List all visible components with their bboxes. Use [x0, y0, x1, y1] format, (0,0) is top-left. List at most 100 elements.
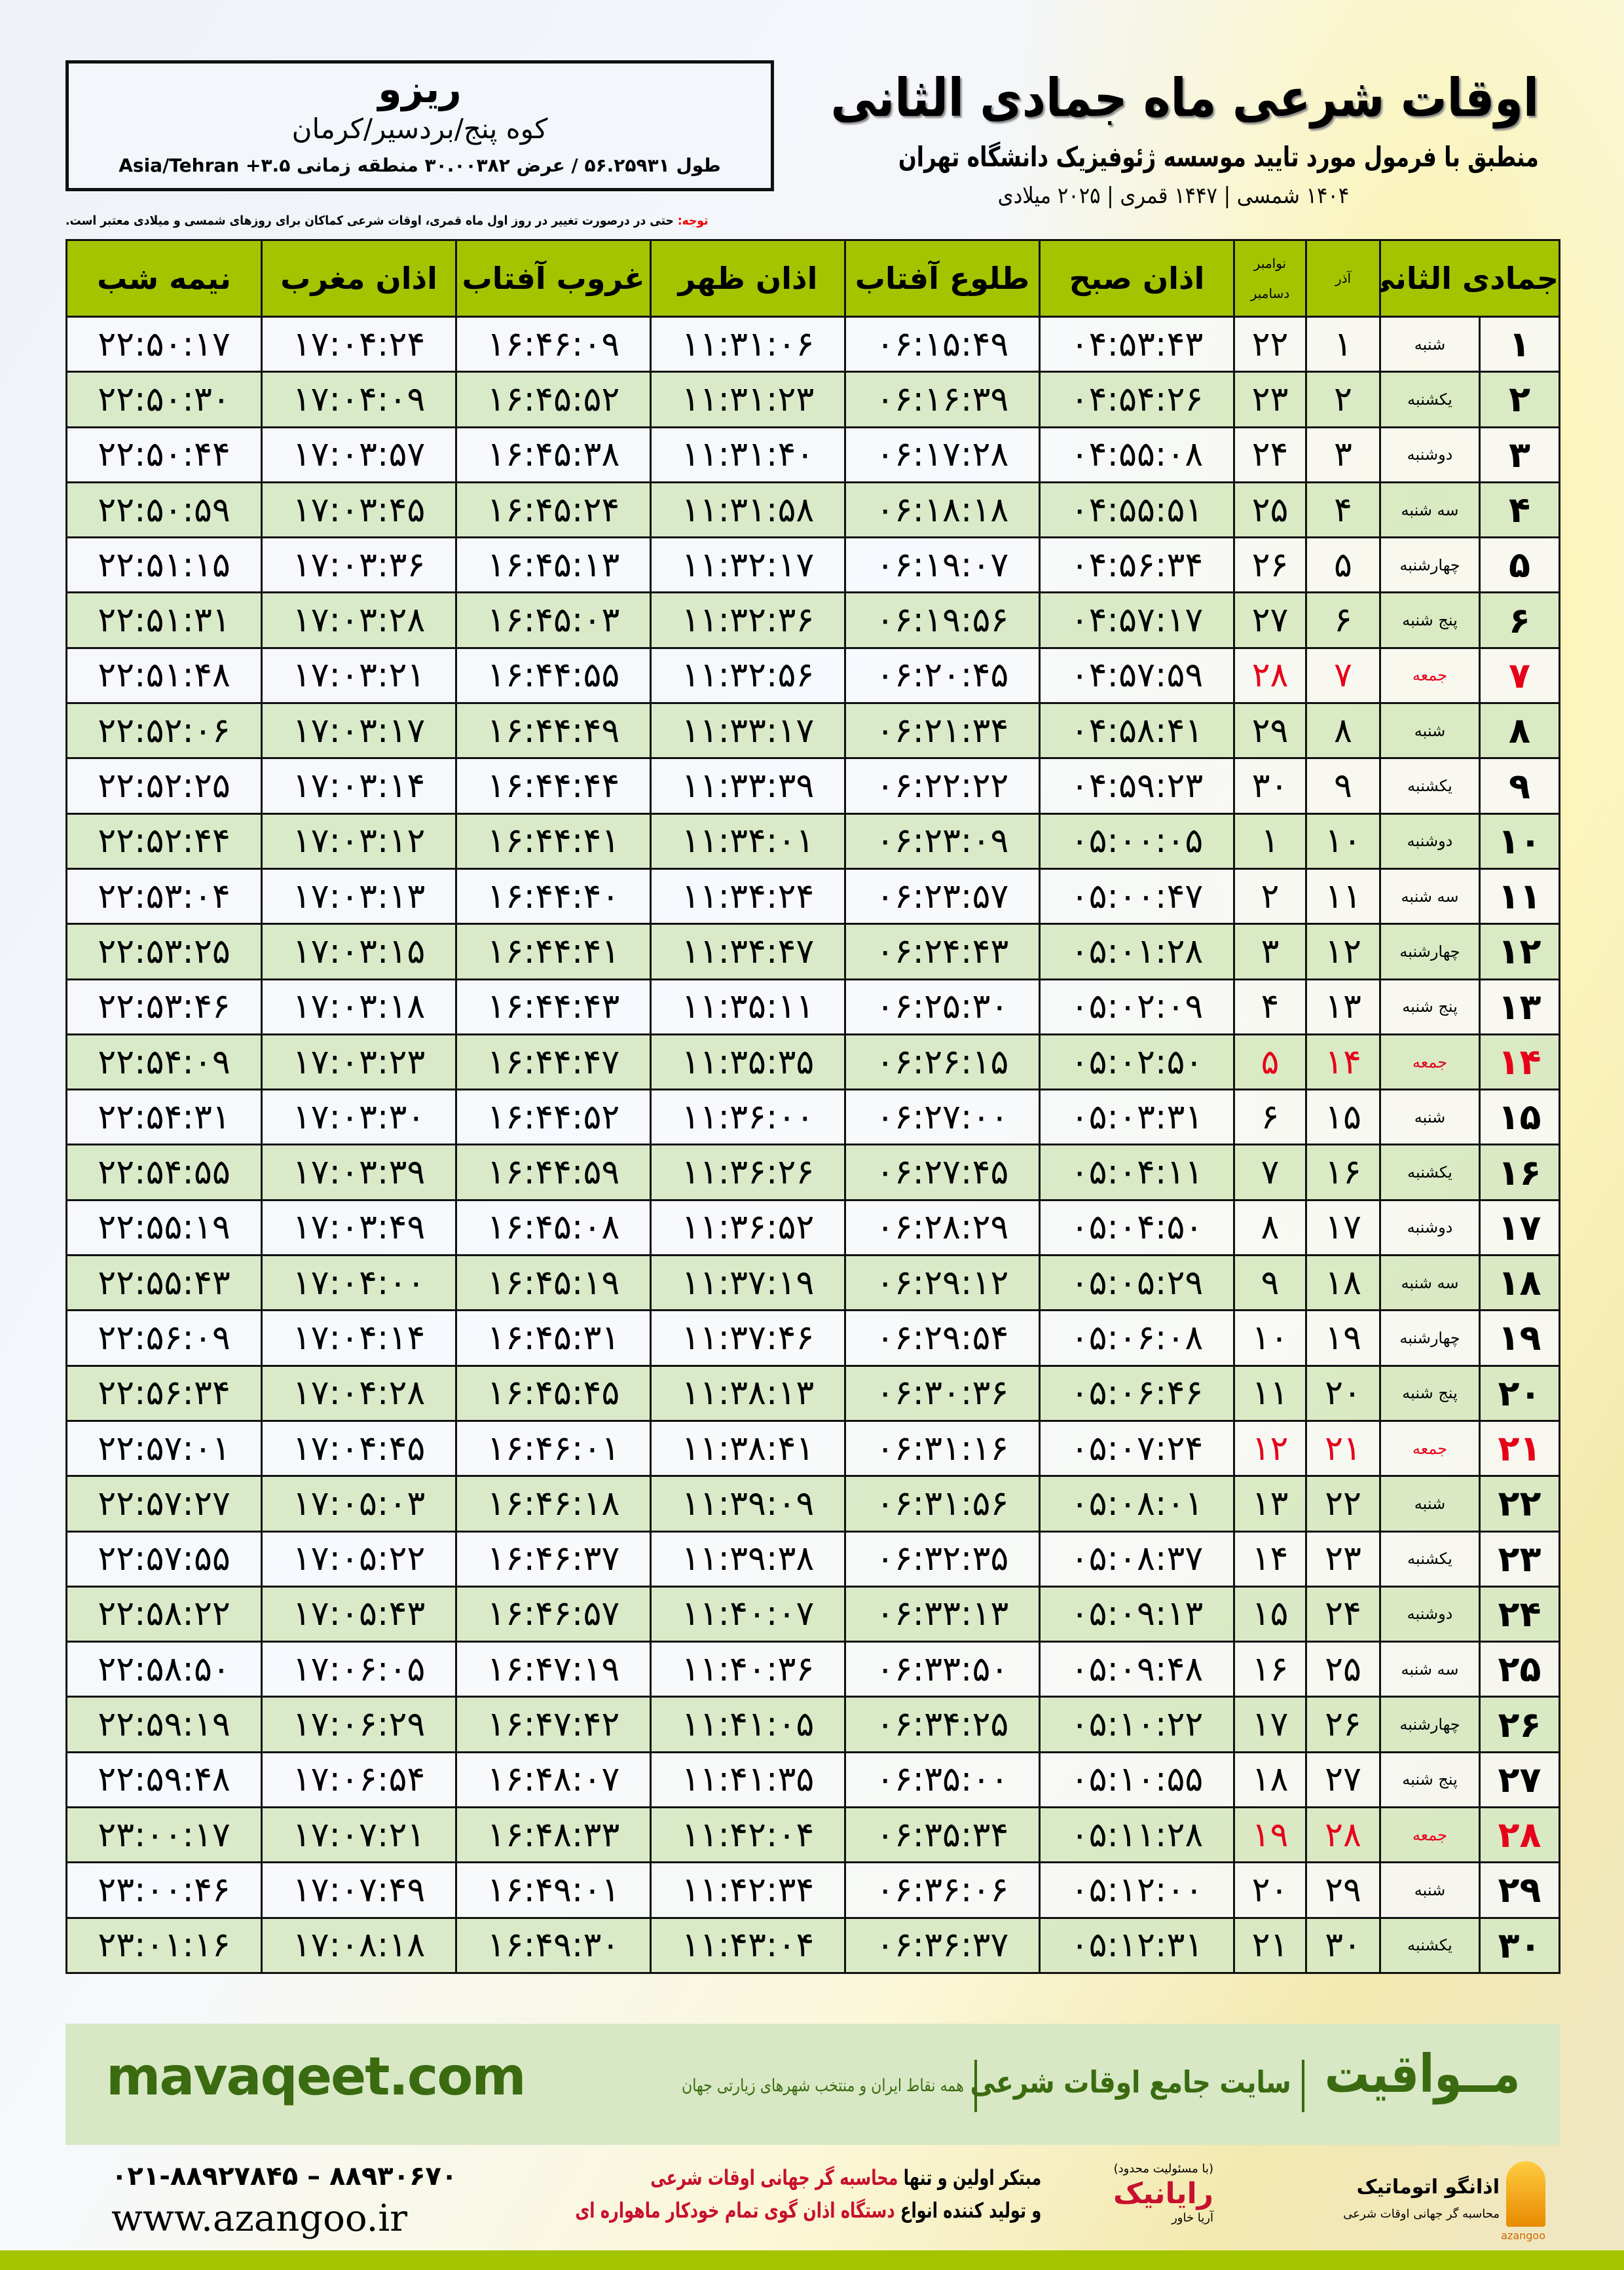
- weekday: پنج شنبه: [1378, 591, 1481, 649]
- maghrib-time: ۱۷:۰۴:۴۵: [261, 1419, 457, 1478]
- gregorian-day: ۶: [1233, 1088, 1307, 1146]
- hijri-day: ۱۷: [1479, 1199, 1561, 1257]
- sunrise-time: ۰۶:۲۰:۴۵: [844, 646, 1041, 705]
- azar-day: ۴: [1305, 481, 1381, 539]
- gregorian-day: ۱۰: [1233, 1309, 1307, 1367]
- weekday: چهارشنبه: [1378, 1696, 1481, 1753]
- fajr-time: ۰۵:۰۹:۴۸: [1039, 1641, 1235, 1698]
- weekday: یکشنبه: [1378, 1144, 1481, 1201]
- col-header-gregorian: نوامبر دسامبر: [1233, 239, 1307, 318]
- fajr-time: ۰۴:۵۹:۲۳: [1039, 757, 1235, 815]
- phone-numbers: ۰۲۱-۸۸۹۲۷۸۴۵ – ۸۸۹۳۰۶۷۰: [111, 2161, 458, 2191]
- hijri-day: ۲: [1479, 371, 1561, 428]
- midnight-time: ۲۲:۵۴:۵۵: [65, 1144, 263, 1201]
- weekday: دوشنبه: [1378, 426, 1481, 483]
- dhuhr-time: ۱۱:۳۹:۰۹: [650, 1475, 846, 1533]
- azar-day: ۳۰: [1305, 1916, 1381, 1974]
- sunrise-time: ۰۶:۱۹:۵۶: [844, 591, 1041, 649]
- location-box: ریزو کوه پنج/بردسیر/کرمان طول ۵۶.۲۵۹۳۱ /…: [65, 60, 774, 191]
- azangoo-name: اذانگو اتوماتیک: [1356, 2176, 1500, 2199]
- sunset-time: ۱۶:۴۷:۱۹: [455, 1641, 652, 1698]
- dhuhr-time: ۱۱:۳۴:۰۱: [650, 812, 846, 870]
- weekday: سه شنبه: [1378, 481, 1481, 539]
- raynik-name: رایانیک: [1113, 2177, 1213, 2210]
- maghrib-time: ۱۷:۰۳:۱۸: [261, 978, 457, 1035]
- midnight-time: ۲۲:۵۱:۳۱: [65, 591, 263, 649]
- maghrib-time: ۱۷:۰۳:۱۲: [261, 812, 457, 870]
- table-row: ۱۹ چهارشنبه ۱۹ ۱۰ ۰۵:۰۶:۰۸ ۰۶:۲۹:۵۴ ۱۱:۳۷:۴۶ ۱۶…: [65, 1309, 1561, 1367]
- table-row: ۸ شنبه ۸ ۲۹ ۰۴:۵۸:۴۱ ۰۶:۲۱:۳۴ ۱۱:۳۳:۱۷ ۱۶:۴۴:۴۹…: [65, 702, 1561, 760]
- website-link[interactable]: www.azangoo.ir: [111, 2197, 408, 2240]
- table-row: ۵ چهارشنبه ۵ ۲۶ ۰۴:۵۶:۳۴ ۰۶:۱۹:۰۷ ۱۱:۳۲:۱۷ ۱۶:۴…: [65, 536, 1561, 594]
- azar-day: ۲۰: [1305, 1364, 1381, 1422]
- page-subtitle: منطبق با فرمول مورد تایید موسسه ژئوفیزیک…: [898, 141, 1539, 173]
- sunset-time: ۱۶:۴۶:۳۷: [455, 1530, 652, 1588]
- dhuhr-time: ۱۱:۳۲:۱۷: [650, 536, 846, 594]
- promo-line2-highlight: دستگاه اذان گوی تمام خودکار ماهواره ای: [575, 2198, 895, 2223]
- fajr-time: ۰۵:۰۴:۱۱: [1039, 1144, 1235, 1201]
- site-link[interactable]: mavaqeet.com: [106, 2046, 526, 2107]
- sunset-time: ۱۶:۴۴:۴۴: [455, 757, 652, 815]
- midnight-time: ۲۲:۵۳:۲۵: [65, 923, 263, 980]
- hijri-day: ۲۲: [1479, 1475, 1561, 1533]
- promo-line1-highlight: محاسبه گر جهانی اوقات شرعی: [650, 2165, 898, 2190]
- prayer-times-table: جمادی الثانی آذر نوامبر دسامبر اذان صبح ط…: [65, 239, 1561, 1974]
- maghrib-time: ۱۷:۰۳:۱۴: [261, 757, 457, 815]
- midnight-time: ۲۲:۵۲:۰۶: [65, 702, 263, 760]
- col-header-sunset: غروب آفتاب: [455, 239, 652, 318]
- azar-day: ۱۷: [1305, 1199, 1381, 1257]
- weekday: سه شنبه: [1378, 1641, 1481, 1698]
- table-row: ۲۷ پنج شنبه ۲۷ ۱۸ ۰۵:۱۰:۵۵ ۰۶:۳۵:۰۰ ۱۱:۴۱:۳۵ ۱۶…: [65, 1751, 1561, 1809]
- weekday: شنبه: [1378, 1861, 1481, 1919]
- table-row: ۲۶ چهارشنبه ۲۶ ۱۷ ۰۵:۱۰:۲۲ ۰۶:۳۴:۲۵ ۱۱:۴۱:۰۵ ۱۶…: [65, 1696, 1561, 1753]
- page-title: اوقات شرعی ماه جمادی الثانی: [830, 67, 1539, 128]
- gregorian-day: ۱: [1233, 812, 1307, 870]
- sunrise-time: ۰۶:۲۱:۳۴: [844, 702, 1041, 760]
- sunrise-time: ۰۶:۱۸:۱۸: [844, 481, 1041, 539]
- azar-day: ۲۸: [1305, 1806, 1381, 1864]
- banner-slogan-secondary: همه نقاط ایران و منتخب شهرهای زیارتی جها…: [682, 2076, 964, 2096]
- gregorian-day: ۳۰: [1233, 757, 1307, 815]
- azar-day: ۳: [1305, 426, 1381, 483]
- gregorian-day: ۲۰: [1233, 1861, 1307, 1919]
- hijri-day: ۱۰: [1479, 812, 1561, 870]
- azar-day: ۲: [1305, 371, 1381, 428]
- fajr-time: ۰۴:۵۷:۱۷: [1039, 591, 1235, 649]
- weekday: یکشنبه: [1378, 371, 1481, 428]
- location-coordinates: طول ۵۶.۲۵۹۳۱ / عرض ۳۰.۰۰۳۸۲ منطقه زمانی …: [119, 155, 721, 176]
- dhuhr-time: ۱۱:۴۳:۰۴: [650, 1916, 846, 1974]
- midnight-time: ۲۲:۵۰:۳۰: [65, 371, 263, 428]
- azar-day: ۲۲: [1305, 1475, 1381, 1533]
- dhuhr-time: ۱۱:۳۷:۱۹: [650, 1254, 846, 1312]
- hijri-day: ۱۹: [1479, 1309, 1561, 1367]
- gregorian-day: ۵: [1233, 1033, 1307, 1091]
- sunrise-time: ۰۶:۳۵:۰۰: [844, 1751, 1041, 1809]
- dhuhr-time: ۱۱:۳۳:۱۷: [650, 702, 846, 760]
- table-row: ۷ جمعه ۷ ۲۸ ۰۴:۵۷:۵۹ ۰۶:۲۰:۴۵ ۱۱:۳۲:۵۶ ۱۶:۴۴:۵۵…: [65, 646, 1561, 705]
- sunset-time: ۱۶:۴۵:۰۳: [455, 591, 652, 649]
- table-row: ۲۳ یکشنبه ۲۳ ۱۴ ۰۵:۰۸:۳۷ ۰۶:۳۲:۳۵ ۱۱:۳۹:۳۸ ۱۶:۴…: [65, 1530, 1561, 1588]
- sunset-time: ۱۶:۴۴:۴۹: [455, 702, 652, 760]
- fajr-time: ۰۴:۵۸:۴۱: [1039, 702, 1235, 760]
- gregorian-day: ۲۸: [1233, 646, 1307, 705]
- location-region: کوه پنج/بردسیر/کرمان: [291, 113, 548, 145]
- hijri-day: ۲۴: [1479, 1585, 1561, 1643]
- maghrib-time: ۱۷:۰۶:۲۹: [261, 1696, 457, 1753]
- maghrib-time: ۱۷:۰۸:۱۸: [261, 1916, 457, 1974]
- weekday: چهارشنبه: [1378, 536, 1481, 594]
- sunset-time: ۱۶:۴۴:۴۰: [455, 867, 652, 925]
- col-header-hijri-day: جمادی الثانی: [1378, 239, 1561, 318]
- hijri-day: ۱۱: [1479, 867, 1561, 925]
- midnight-time: ۲۲:۵۳:۴۶: [65, 978, 263, 1035]
- gregorian-day: ۱۷: [1233, 1696, 1307, 1753]
- sunrise-time: ۰۶:۳۳:۵۰: [844, 1641, 1041, 1698]
- maghrib-time: ۱۷:۰۶:۵۴: [261, 1751, 457, 1809]
- table-row: ۱ شنبه ۱ ۲۲ ۰۴:۵۳:۴۳ ۰۶:۱۵:۴۹ ۱۱:۳۱:۰۶ ۱۶:۴۶:۰۹…: [65, 315, 1561, 373]
- dhuhr-time: ۱۱:۳۱:۲۳: [650, 371, 846, 428]
- weekday: یکشنبه: [1378, 1916, 1481, 1974]
- sunset-time: ۱۶:۴۸:۰۷: [455, 1751, 652, 1809]
- fajr-time: ۰۵:۰۱:۲۸: [1039, 923, 1235, 980]
- dhuhr-time: ۱۱:۳۶:۰۰: [650, 1088, 846, 1146]
- table-row: ۶ پنج شنبه ۶ ۲۷ ۰۴:۵۷:۱۷ ۰۶:۱۹:۵۶ ۱۱:۳۲:۳۶ ۱۶:۴…: [65, 591, 1561, 649]
- fajr-time: ۰۵:۰۳:۳۱: [1039, 1088, 1235, 1146]
